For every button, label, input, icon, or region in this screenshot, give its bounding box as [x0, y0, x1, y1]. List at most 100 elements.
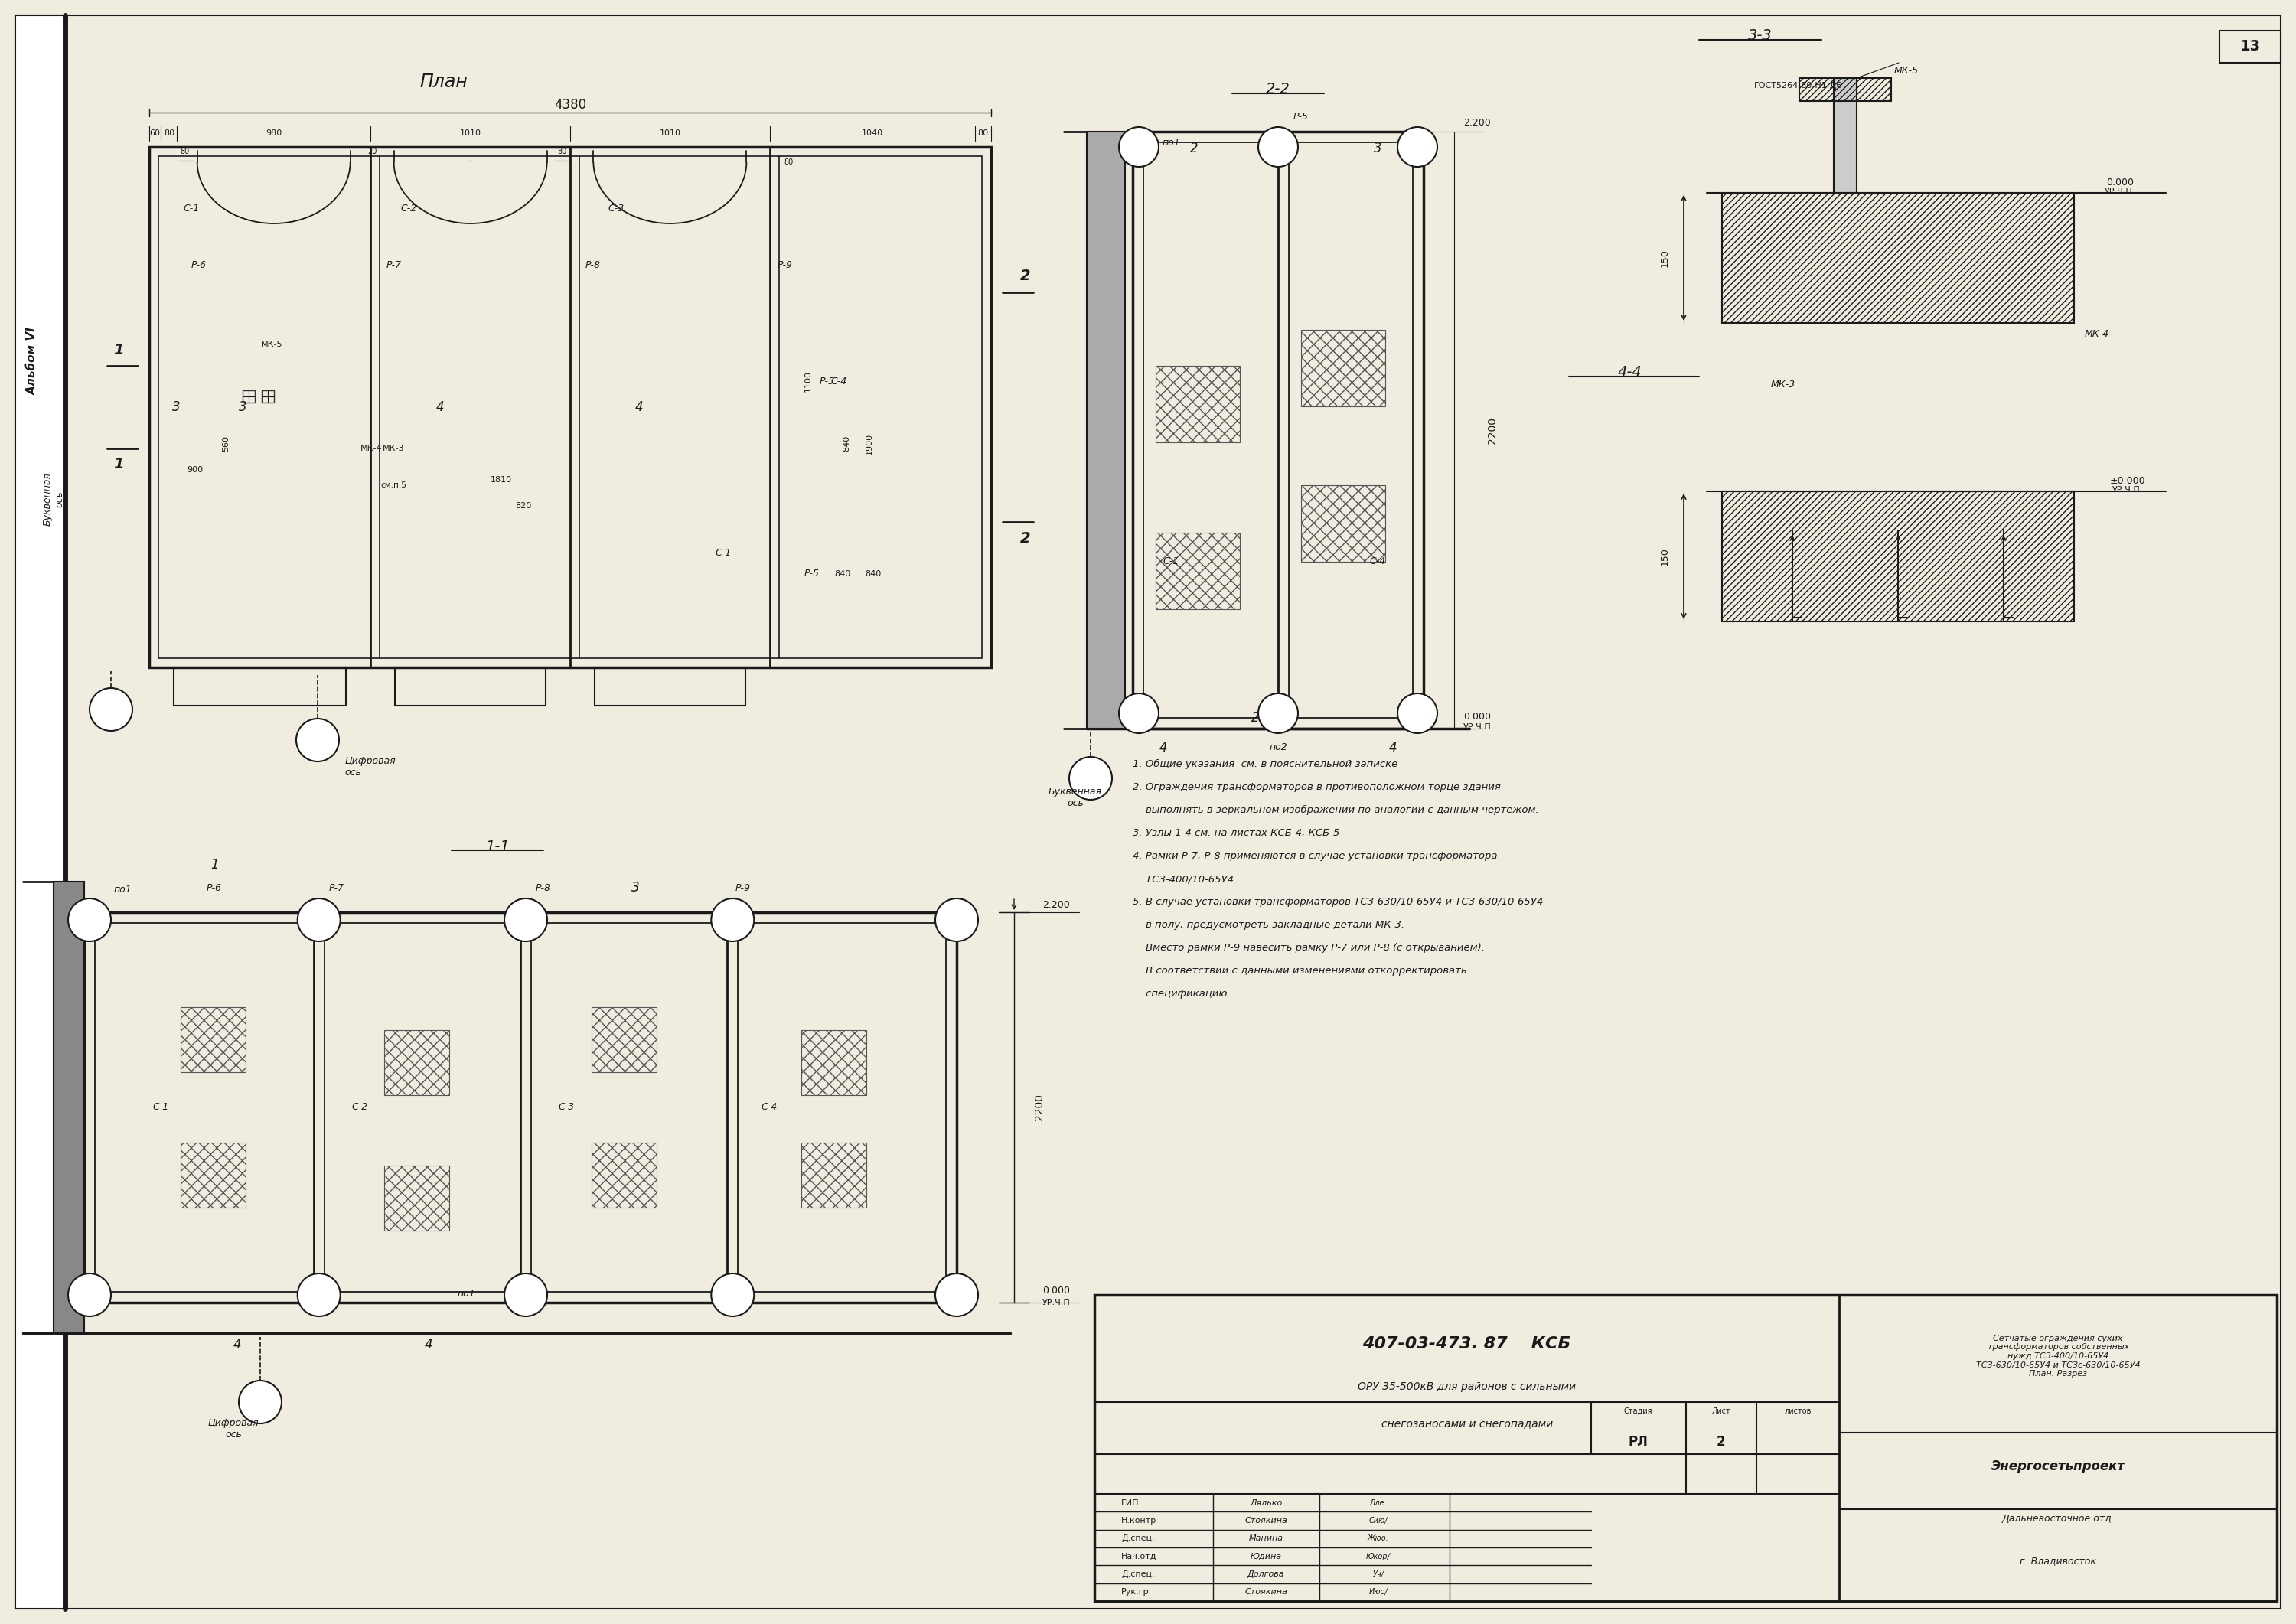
Text: МК-5: МК-5	[1894, 65, 1919, 75]
Text: Июо/: Июо/	[1368, 1588, 1387, 1596]
Text: Уч/: Уч/	[1373, 1570, 1384, 1579]
Text: 1810: 1810	[491, 476, 512, 484]
Text: 5. В случае установки трансформаторов ТСЗ-630/10-65У4 и ТСЗ-630/10-65У4: 5. В случае установки трансформаторов ТС…	[1132, 896, 1543, 906]
Circle shape	[712, 898, 753, 942]
Text: Стадия: Стадия	[1623, 1408, 1653, 1415]
Bar	[1155, 533, 1240, 609]
Bar	[174, 667, 347, 705]
Text: спецификацию.: спецификацию.	[1132, 989, 1231, 999]
Bar	[85, 913, 957, 1302]
Text: 2: 2	[1189, 141, 1199, 156]
Text: 1010: 1010	[459, 130, 482, 136]
Circle shape	[69, 1273, 110, 1317]
Text: УР.Ч.П: УР.Ч.П	[1042, 1299, 1070, 1306]
Text: 4: 4	[636, 400, 643, 414]
Text: 80: 80	[179, 148, 191, 156]
Text: 4: 4	[1159, 741, 1166, 755]
Circle shape	[505, 1273, 546, 1317]
Text: 2: 2	[1019, 531, 1031, 546]
Text: Р-9: Р-9	[735, 883, 751, 893]
Text: 20: 20	[367, 148, 377, 156]
Bar	[1302, 486, 1384, 562]
Text: С-2: С-2	[402, 203, 418, 213]
Text: по1: по1	[1162, 138, 1180, 148]
Text: 80: 80	[978, 130, 990, 136]
Bar	[1835, 78, 1857, 193]
Text: 3. Узлы 1-4 см. на листах КСБ-4, КСБ-5: 3. Узлы 1-4 см. на листах КСБ-4, КСБ-5	[1132, 828, 1339, 838]
Text: 0.000: 0.000	[1042, 1286, 1070, 1296]
Text: ТСЗ-400/10-65У4: ТСЗ-400/10-65У4	[1132, 874, 1233, 883]
Text: 2: 2	[1019, 268, 1031, 283]
Text: 560: 560	[223, 435, 230, 451]
Text: 1900: 1900	[866, 434, 872, 455]
Circle shape	[239, 1380, 282, 1424]
Bar	[262, 391, 273, 403]
Circle shape	[296, 719, 340, 762]
Text: 4. Рамки Р-7, Р-8 применяются в случае установки трансформатора: 4. Рамки Р-7, Р-8 применяются в случае у…	[1132, 851, 1497, 861]
Text: С-1: С-1	[1162, 557, 1180, 567]
Text: 980: 980	[266, 130, 282, 136]
Text: Н.контр: Н.контр	[1120, 1517, 1157, 1525]
Text: 150: 150	[1660, 547, 1669, 565]
Text: 4: 4	[1389, 741, 1396, 755]
Text: 4: 4	[425, 1338, 432, 1351]
Text: МК-4: МК-4	[2085, 330, 2110, 339]
Text: по1: по1	[457, 1288, 475, 1298]
Bar	[801, 1143, 866, 1208]
Text: МК-3: МК-3	[383, 445, 404, 453]
Bar	[592, 1143, 657, 1208]
Text: Р-5: Р-5	[804, 568, 820, 578]
Text: 4: 4	[234, 1338, 241, 1351]
Text: УР.Ч.П.: УР.Ч.П.	[2112, 486, 2142, 494]
Circle shape	[298, 898, 340, 942]
Text: ГИП: ГИП	[1120, 1499, 1139, 1507]
Text: 1040: 1040	[861, 130, 884, 136]
Text: 2200: 2200	[1488, 417, 1497, 443]
Text: 80: 80	[785, 159, 794, 166]
Text: 80: 80	[163, 130, 174, 136]
Bar	[53, 882, 85, 1333]
Text: 2-2: 2-2	[1265, 83, 1290, 97]
Text: Стоякина: Стоякина	[1244, 1588, 1288, 1596]
Circle shape	[298, 1273, 340, 1317]
Text: листов: листов	[1784, 1408, 1812, 1415]
Text: 2: 2	[1251, 711, 1258, 724]
Text: Нач.отд: Нач.отд	[1120, 1553, 1157, 1561]
Text: 3: 3	[172, 400, 179, 414]
Bar	[595, 667, 746, 705]
Circle shape	[1070, 757, 1111, 799]
Text: Жюо.: Жюо.	[1368, 1535, 1389, 1543]
Text: В соответствии с данными изменениями откорректировать: В соответствии с данными изменениями отк…	[1132, 966, 1467, 976]
Text: Цифровая
ось: Цифровая ось	[344, 757, 395, 778]
Bar	[1722, 492, 2073, 622]
Text: Дальневосточное отд.: Дальневосточное отд.	[2002, 1514, 2115, 1523]
Text: 3-3: 3-3	[1747, 29, 1773, 44]
Text: 2: 2	[1717, 1436, 1727, 1449]
Bar	[94, 922, 946, 1291]
Text: Альбом VI: Альбом VI	[28, 328, 37, 395]
Bar	[1839, 1294, 2278, 1601]
Circle shape	[1118, 127, 1159, 167]
Text: 840: 840	[843, 435, 850, 451]
Text: План: План	[420, 73, 468, 91]
Text: Вместо рамки Р-9 навесить рамку Р-7 или Р-8 (с открыванием).: Вместо рамки Р-9 навесить рамку Р-7 или …	[1132, 944, 1486, 953]
Circle shape	[69, 898, 110, 942]
Text: 840: 840	[866, 570, 882, 578]
Text: 1010: 1010	[659, 130, 680, 136]
Text: 3: 3	[1373, 141, 1382, 156]
Text: Юкор/: Юкор/	[1366, 1553, 1391, 1561]
Text: Цифровая
ось: Цифровая ось	[209, 1418, 259, 1439]
Bar	[158, 156, 983, 658]
Text: С-1: С-1	[152, 1103, 170, 1112]
Text: С-1: С-1	[714, 547, 732, 557]
Bar	[149, 146, 992, 667]
Circle shape	[90, 689, 133, 731]
Text: 3: 3	[239, 400, 248, 414]
Bar	[383, 1030, 450, 1095]
Text: С-4: С-4	[762, 1103, 778, 1112]
Text: 407-03-473. 87    КСБ: 407-03-473. 87 КСБ	[1362, 1337, 1570, 1351]
Bar	[1155, 365, 1240, 442]
Text: 2200: 2200	[1033, 1095, 1045, 1121]
Text: 1: 1	[113, 456, 124, 471]
Text: 820: 820	[517, 502, 533, 510]
